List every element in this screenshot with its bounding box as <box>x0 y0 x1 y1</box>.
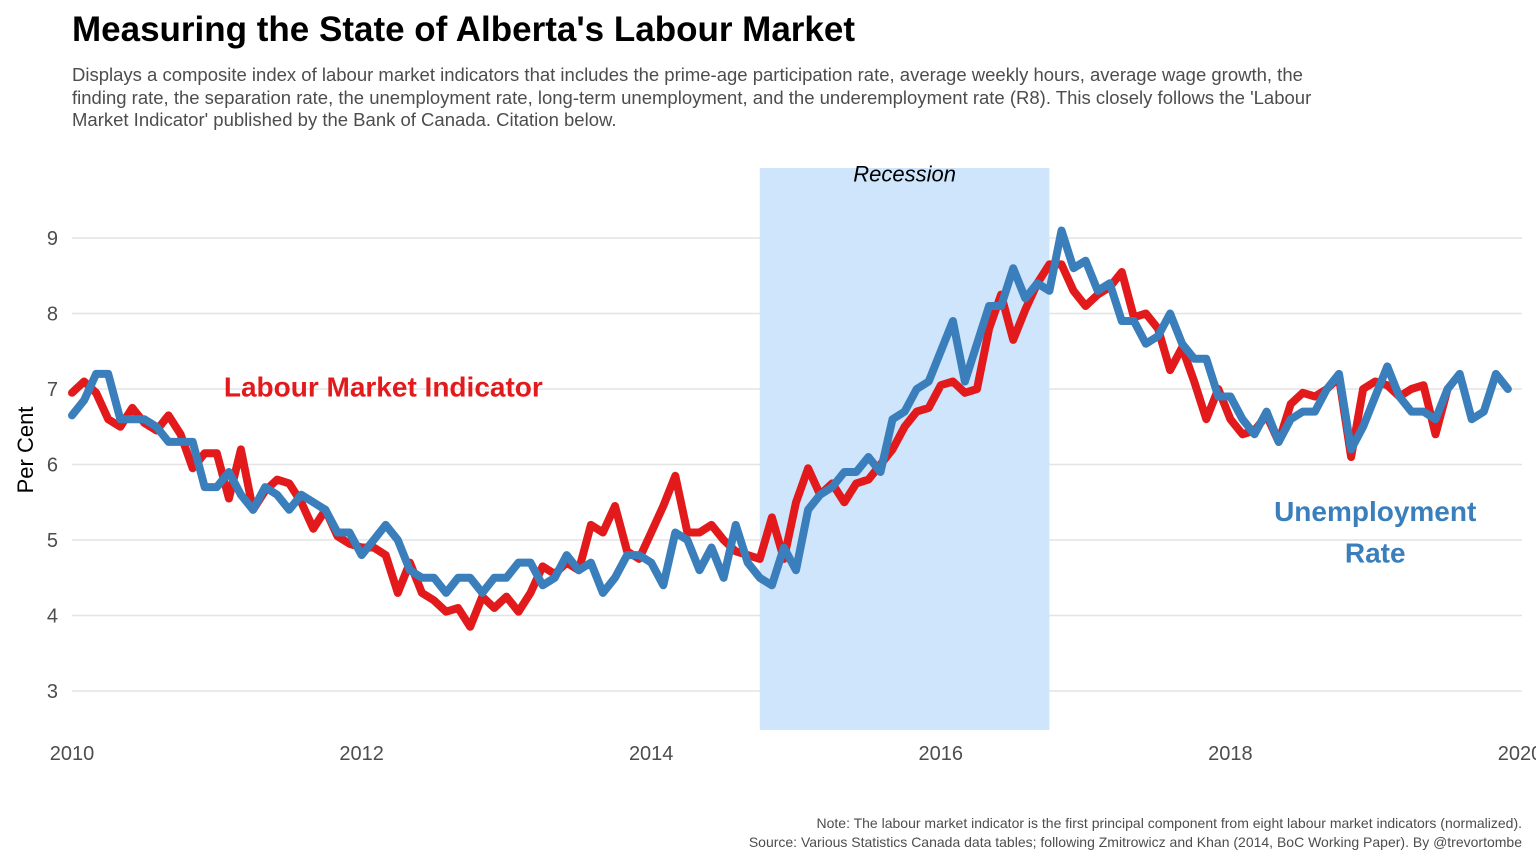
chart-title: Measuring the State of Alberta's Labour … <box>72 10 856 49</box>
annotation-labour-market-indicator: Labour Market Indicator <box>224 372 543 403</box>
chart-caption: Note: The labour market indicator is the… <box>749 814 1522 852</box>
y-tick-label: 4 <box>47 606 58 628</box>
recession-band <box>759 168 1050 730</box>
chart-subtitle: Displays a composite index of labour mar… <box>72 64 1312 130</box>
x-tick-label: 2016 <box>919 743 964 765</box>
x-tick-label: 2010 <box>50 743 95 765</box>
y-axis-ticks: 3 4 5 6 7 8 9 <box>47 228 58 703</box>
x-tick-label: 2014 <box>629 743 674 765</box>
x-tick-label: 2012 <box>339 743 384 765</box>
series-lines <box>68 226 1512 631</box>
recession-shading <box>759 168 1050 730</box>
y-tick-label: 7 <box>47 379 58 401</box>
annotation-recession: Recession <box>853 161 956 186</box>
y-tick-label: 9 <box>47 228 58 250</box>
y-tick-label: 6 <box>47 455 58 477</box>
x-tick-label: 2018 <box>1208 743 1253 765</box>
caption-note: Note: The labour market indicator is the… <box>816 815 1523 831</box>
x-tick-label: 2020 <box>1498 743 1536 765</box>
annotations: Recession Labour Market Indicator Unemploy… <box>224 161 1476 568</box>
series-line-unemployment-rate <box>68 226 1512 597</box>
y-tick-label: 8 <box>47 304 58 326</box>
y-axis-label: Per Cent <box>13 407 38 494</box>
y-tick-label: 5 <box>47 530 58 552</box>
annotation-unemployment: Unemployment <box>1274 496 1476 527</box>
caption-source: Source: Various Statistics Canada data t… <box>748 834 1522 850</box>
line-chart: 3 4 5 6 7 8 9 2010 2012 2014 2016 2018 2020 Per Cen… <box>13 161 1536 765</box>
x-axis-ticks: 2010 2012 2014 2016 2018 2020 <box>50 743 1536 765</box>
y-tick-label: 3 <box>47 681 58 703</box>
annotation-rate: Rate <box>1345 538 1406 569</box>
